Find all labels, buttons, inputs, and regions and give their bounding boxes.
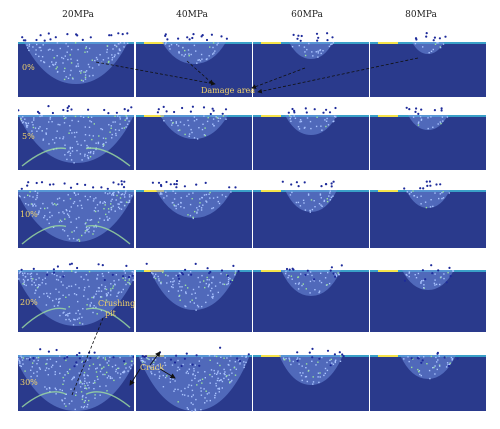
annotation-crushing: Crushing — [98, 299, 136, 308]
simulation-panel — [18, 32, 134, 97]
simulation-panel — [370, 264, 486, 332]
simulation-panel — [136, 180, 252, 248]
simulation-panel — [370, 106, 486, 170]
row-label-20: 20% — [20, 298, 38, 307]
row-label-5: 5% — [22, 132, 35, 141]
column-title-40mpa: 40MPa — [176, 10, 208, 20]
simulation-panel — [253, 106, 369, 170]
column-title-20mpa: 20MPa — [62, 10, 94, 20]
simulation-panel — [18, 180, 134, 248]
simulation-panel — [136, 105, 252, 170]
row-label-10: 10% — [20, 210, 38, 219]
simulation-panel — [18, 105, 134, 170]
simulation-panel — [370, 351, 486, 411]
simulation-panel — [370, 180, 486, 248]
simulation-panel — [18, 262, 134, 332]
simulation-panel — [253, 180, 369, 248]
simulation-panel — [136, 262, 252, 332]
annotation-damage-area: Damage area — [201, 86, 256, 95]
column-title-60mpa: 60MPa — [291, 10, 323, 20]
row-label-0: 0% — [22, 63, 35, 72]
simulation-panel — [253, 32, 369, 97]
row-label-30: 30% — [20, 378, 38, 387]
simulation-panel — [136, 346, 252, 412]
simulation-panel — [253, 264, 369, 332]
simulation-panel — [370, 32, 486, 97]
annotation-crack: Crack — [140, 363, 165, 372]
annotation-pit: pit — [105, 309, 116, 318]
simulation-panel — [253, 347, 369, 411]
column-title-80mpa: 80MPa — [405, 10, 437, 20]
